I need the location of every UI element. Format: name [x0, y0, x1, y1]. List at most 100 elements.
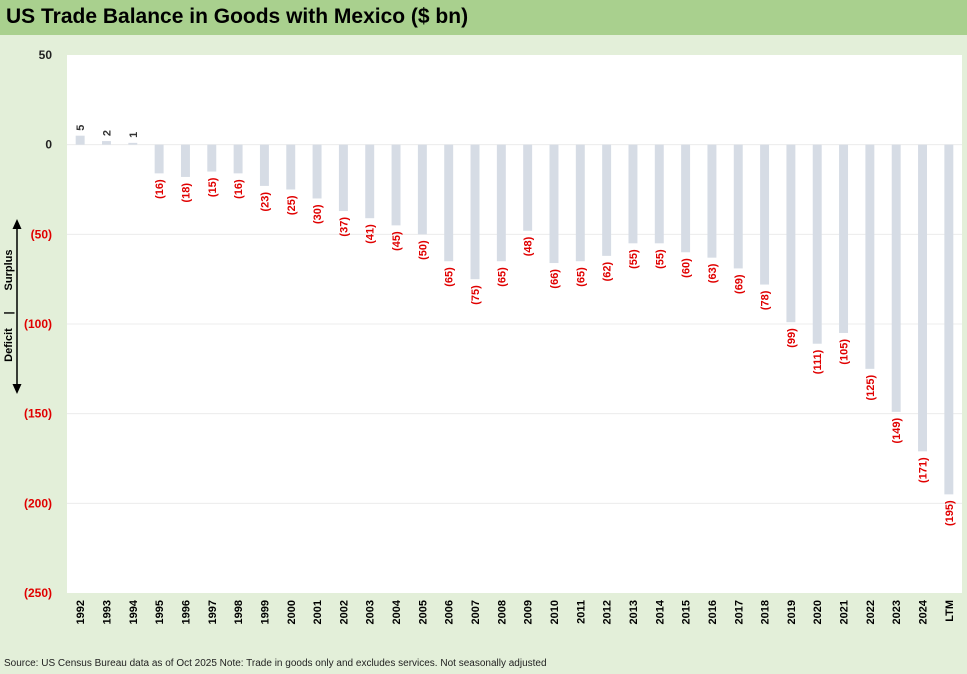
data-label: (149): [891, 418, 903, 444]
y-tick-label: (200): [24, 496, 52, 510]
x-tick-label: 1996: [180, 600, 192, 624]
bar: [154, 144, 164, 174]
data-label: (99): [786, 328, 798, 348]
data-label: (125): [865, 375, 877, 401]
data-label: (41): [365, 224, 377, 244]
x-tick-label: 2013: [628, 600, 640, 624]
x-tick-label: 2007: [470, 600, 482, 624]
bar: [681, 144, 691, 253]
x-tick-label: 2010: [549, 600, 561, 624]
data-label: (69): [733, 274, 745, 294]
bar: [180, 144, 190, 177]
x-axis: 1992 1993 1994 1995 1996 1997 1998 1999 2000 2001…: [75, 599, 956, 624]
x-tick-label: 2018: [760, 600, 772, 624]
y-tick-label: (150): [24, 407, 52, 421]
bar: [918, 144, 927, 452]
title-bar: US Trade Balance in Goods with Mexico ($…: [0, 0, 967, 35]
bar: [654, 144, 664, 244]
x-tick-label: 1995: [154, 600, 166, 624]
data-label: (75): [470, 285, 482, 305]
surplus-label: Surplus: [3, 250, 15, 291]
y-axis: 50 0 (50) (100) (150) (200) (250): [24, 48, 52, 600]
arrow-down-icon: [12, 384, 22, 394]
data-label: (65): [444, 267, 456, 287]
surplus-deficit-indicator: Surplus | Deficit: [3, 219, 22, 394]
data-label: (65): [496, 267, 508, 287]
bars: [75, 135, 954, 495]
bar: [75, 135, 85, 145]
data-label: (60): [681, 258, 693, 278]
x-tick-label: 2012: [602, 600, 614, 624]
bar: [628, 144, 638, 244]
data-label: (37): [338, 217, 350, 237]
y-tick-label: (100): [24, 317, 52, 331]
x-tick-label: 1993: [101, 600, 113, 624]
x-tick-label: 2024: [918, 599, 930, 624]
x-tick-label: 2005: [417, 600, 429, 624]
bar: [233, 144, 243, 174]
bar: [102, 141, 111, 145]
data-label: (30): [312, 204, 324, 224]
data-label: 5: [75, 125, 87, 131]
data-label: (55): [654, 249, 666, 269]
data-label: (195): [944, 500, 956, 526]
x-tick-label: 2016: [707, 600, 719, 624]
x-tick-label: 2022: [865, 600, 877, 624]
data-label: (66): [549, 269, 561, 289]
y-tick-label: (250): [24, 586, 52, 600]
bar: [417, 144, 427, 235]
bar: [839, 144, 849, 333]
x-tick-label: 1998: [233, 600, 245, 624]
bar: [391, 144, 401, 226]
x-tick-label: 1999: [259, 600, 271, 624]
bar: [549, 144, 559, 264]
x-tick-label: 1997: [207, 600, 219, 624]
bar: [338, 144, 348, 212]
bar: [444, 144, 454, 262]
x-tick-label: 2000: [286, 600, 298, 624]
bar: [786, 144, 796, 323]
data-label: (62): [602, 262, 614, 282]
x-tick-label: 1992: [75, 600, 87, 624]
data-label: (111): [812, 349, 824, 374]
y-tick-label: 50: [39, 48, 53, 62]
bar: [496, 144, 506, 262]
data-label: (171): [918, 457, 930, 483]
x-tick-label: 2006: [444, 600, 456, 624]
data-label: (63): [707, 263, 719, 283]
bar: [259, 144, 269, 186]
data-label: (18): [180, 183, 192, 203]
data-label: (16): [154, 179, 166, 199]
bar: [523, 144, 533, 231]
x-tick-label: LTM: [944, 600, 956, 622]
x-tick-label: 2017: [733, 600, 745, 624]
bar: [865, 144, 875, 369]
data-label: (65): [575, 267, 587, 287]
bar: [891, 144, 901, 412]
data-label: (55): [628, 249, 640, 269]
data-labels: 5 2 1 (16) (18) (15) (16) (23) (25) (30) (37) (41) (…: [75, 125, 956, 526]
data-label: (45): [391, 231, 403, 251]
gridlines: [67, 144, 962, 504]
bar: [602, 144, 612, 256]
bar: [365, 144, 375, 219]
bar: [207, 144, 217, 172]
data-label: (50): [417, 240, 429, 260]
x-tick-label: 1994: [128, 599, 140, 624]
x-tick-label: 2002: [338, 600, 350, 624]
x-tick-label: 2015: [681, 600, 693, 624]
x-tick-label: 2008: [496, 600, 508, 624]
data-label: (23): [259, 192, 271, 212]
x-tick-label: 2023: [891, 600, 903, 624]
y-tick-label: 0: [45, 138, 52, 152]
data-label: 1: [128, 132, 140, 138]
x-tick-label: 2003: [365, 600, 377, 624]
bar: [470, 144, 480, 280]
data-label: (78): [760, 290, 772, 310]
x-tick-label: 2014: [654, 599, 666, 624]
data-label: (25): [286, 195, 298, 215]
data-label: (105): [839, 339, 851, 365]
data-label: (48): [523, 236, 535, 256]
x-tick-label: 2001: [312, 600, 324, 624]
